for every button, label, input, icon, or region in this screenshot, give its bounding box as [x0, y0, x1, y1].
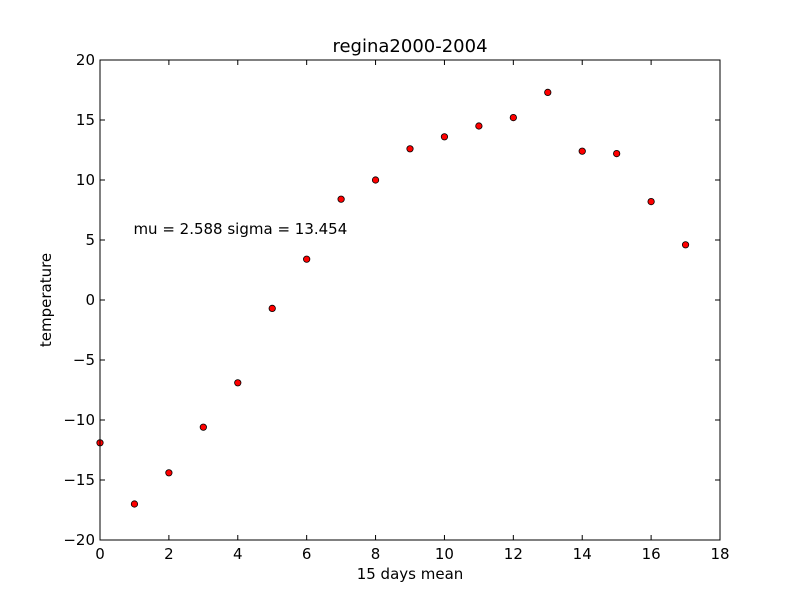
- chart-title: regina2000-2004: [332, 36, 487, 57]
- y-tick-label: 20: [76, 51, 95, 69]
- data-point: [475, 122, 483, 130]
- x-tick-label: 0: [95, 545, 105, 563]
- y-axis-label: temperature: [37, 253, 55, 347]
- data-point: [613, 150, 621, 158]
- y-tick-label: −10: [63, 411, 95, 429]
- data-point: [509, 114, 517, 122]
- data-point: [165, 469, 173, 477]
- y-tick-label: 10: [76, 171, 95, 189]
- y-tick-label: −20: [63, 531, 95, 549]
- y-tick-label: −5: [73, 351, 95, 369]
- data-point: [303, 255, 311, 263]
- y-tick-label: 5: [85, 231, 95, 249]
- data-point: [234, 379, 242, 387]
- x-tick-label: 18: [710, 545, 729, 563]
- data-point: [130, 500, 139, 508]
- axis-ticks: 0 2 4 6 8 10 12 14 16 18 −20 −15 −10 −5 0 5 10 15 20: [63, 51, 729, 563]
- stats-annotation: mu = 2.588 sigma = 13.454: [133, 220, 347, 238]
- data-point: [371, 176, 380, 184]
- x-tick-label: 16: [642, 545, 661, 563]
- y-tick-label: 0: [85, 291, 95, 309]
- plot-area-frame: [99, 59, 721, 541]
- x-tick-label: 4: [233, 545, 243, 563]
- x-tick-label: 8: [371, 545, 381, 563]
- x-tick-label: 2: [164, 545, 174, 563]
- data-point: [681, 241, 690, 249]
- x-tick-label: 10: [435, 545, 454, 563]
- data-point: [647, 198, 655, 206]
- y-tick-label: 15: [76, 111, 95, 129]
- x-axis-label: 15 days mean: [357, 565, 464, 583]
- data-point: [337, 195, 345, 203]
- x-tick-label: 12: [504, 545, 523, 563]
- x-tick-label: 6: [302, 545, 312, 563]
- y-tick-label: −15: [63, 471, 95, 489]
- data-point: [268, 304, 276, 312]
- data-points: [96, 88, 690, 508]
- data-point: [406, 145, 414, 153]
- x-tick-label: 14: [573, 545, 592, 563]
- data-point: [578, 147, 586, 155]
- data-point: [544, 88, 552, 97]
- data-point: [440, 133, 449, 141]
- data-point: [199, 423, 207, 431]
